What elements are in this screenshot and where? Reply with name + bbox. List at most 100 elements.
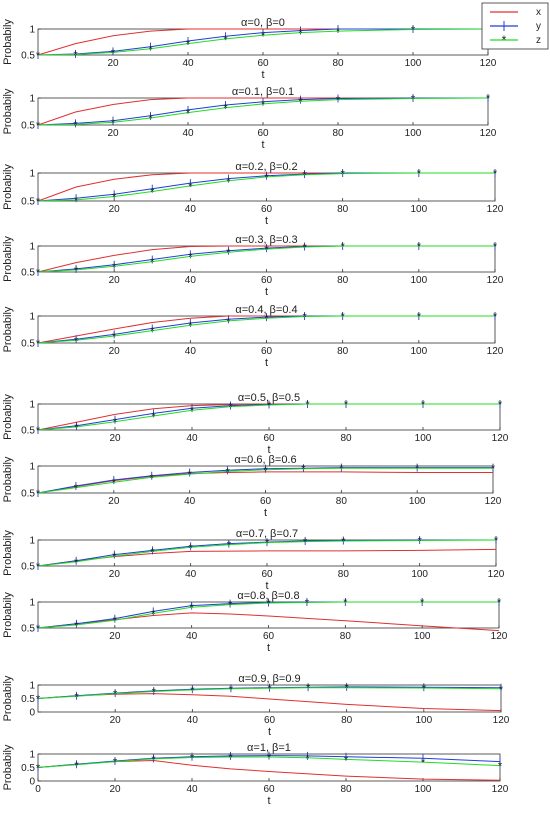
chart-title: α=0.6, β=0.6: [234, 454, 296, 466]
y-tick-label: 0.5: [21, 426, 35, 437]
data-point-z: *: [36, 120, 41, 132]
data-point-z: *: [422, 683, 427, 695]
x-axis-label: t: [267, 444, 270, 456]
data-point-z: *: [186, 39, 191, 51]
data-point-z: *: [486, 93, 491, 105]
series-line-z: [37, 245, 495, 273]
x-axis-label: t: [261, 139, 264, 151]
data-point-z: *: [150, 257, 155, 269]
x-tick-label: 80: [336, 496, 348, 507]
data-point-z: *: [112, 551, 117, 563]
x-tick-label: 100: [409, 496, 426, 507]
data-point-z: *: [341, 241, 346, 253]
data-point-z: *: [73, 119, 78, 131]
data-point-z: *: [36, 763, 41, 775]
data-point-z: *: [74, 483, 79, 495]
x-tick-label: 20: [109, 569, 121, 580]
x-tick-label: 40: [186, 631, 198, 642]
x-axis-label: t: [264, 507, 267, 519]
x-tick-label: 120: [485, 496, 502, 507]
data-point-z: *: [298, 96, 303, 108]
data-point-z: *: [190, 602, 195, 614]
data-point-z: *: [112, 192, 117, 204]
chart-title: α=0, β=0: [241, 17, 285, 29]
x-tick-label: 40: [182, 128, 194, 139]
data-point-z: *: [188, 320, 193, 332]
data-point-z: *: [189, 542, 194, 554]
data-point-z: *: [74, 335, 79, 347]
x-tick-label: 60: [264, 715, 276, 726]
x-tick-label: 20: [109, 275, 121, 286]
x-tick-label: 40: [184, 496, 196, 507]
data-point-z: *: [411, 25, 416, 37]
x-axis-label: t: [265, 357, 268, 369]
x-tick-label: 100: [414, 631, 431, 642]
series-line-z: [37, 315, 495, 344]
data-point-z: *: [341, 169, 346, 181]
x-tick-label: 100: [405, 128, 422, 139]
data-point-z: *: [223, 103, 228, 115]
data-point-z: *: [74, 265, 79, 277]
x-tick-label: 100: [415, 715, 432, 726]
data-point-z: *: [265, 538, 270, 550]
y-tick-label: 0: [29, 708, 35, 719]
data-point-z: *: [264, 313, 269, 325]
y-tick-label: 1: [29, 312, 35, 323]
chart-title: α=0.8, β=0.8: [237, 590, 299, 602]
data-point-z: *: [226, 316, 231, 328]
data-point-z: *: [498, 399, 503, 411]
x-tick-label: 80: [337, 275, 349, 286]
x-tick-label: 120: [487, 346, 504, 357]
data-point-z: *: [223, 34, 228, 46]
x-tick-label: 60: [261, 346, 273, 357]
data-point-z: *: [267, 400, 272, 412]
y-axis-label: Probabily: [2, 456, 14, 502]
series-line-z: [37, 687, 502, 699]
x-tick-label: 20: [109, 784, 121, 795]
data-point-z: *: [344, 399, 349, 411]
data-point-z: *: [267, 683, 272, 695]
chart-title: α=0.3, β=0.3: [235, 234, 297, 246]
data-point-z: *: [74, 195, 79, 207]
data-point-z: *: [298, 28, 303, 40]
y-axis-label: Probabily: [2, 19, 14, 65]
data-point-z: *: [493, 311, 498, 323]
data-point-z: *: [417, 168, 422, 180]
data-point-z: *: [151, 754, 156, 766]
series-line-z: [37, 403, 500, 431]
chart-title: α=0.5, β=0.5: [238, 392, 300, 404]
x-tick-label: 20: [109, 346, 121, 357]
series-line-x: [37, 693, 502, 712]
data-point-z: *: [36, 694, 41, 706]
x-tick-label: 0: [35, 784, 41, 795]
data-point-z: *: [261, 99, 266, 111]
data-point-z: *: [421, 399, 426, 411]
y-tick-label: 1: [29, 598, 35, 609]
x-tick-label: 40: [186, 433, 198, 444]
data-point-z: *: [228, 600, 233, 612]
data-point-z: *: [415, 463, 420, 475]
series-line-x: [37, 403, 500, 431]
data-point-z: *: [344, 754, 349, 766]
x-tick-label: 20: [108, 496, 120, 507]
data-point-z: *: [151, 608, 156, 620]
y-tick-label: 1: [29, 94, 35, 105]
chart-title: α=0.4, β=0.4: [235, 304, 297, 316]
y-tick-label: 1: [29, 536, 35, 547]
x-tick-label: 120: [491, 631, 508, 642]
data-point-z: *: [150, 546, 155, 558]
data-point-z: *: [228, 402, 233, 414]
data-point-z: *: [113, 757, 118, 769]
data-point-z: *: [421, 757, 426, 769]
data-point-z: *: [417, 241, 422, 253]
x-tick-label: 80: [332, 58, 344, 69]
data-point-z: *: [36, 561, 41, 573]
legend: x y * z: [481, 2, 549, 50]
legend-label-z: z: [536, 35, 541, 46]
